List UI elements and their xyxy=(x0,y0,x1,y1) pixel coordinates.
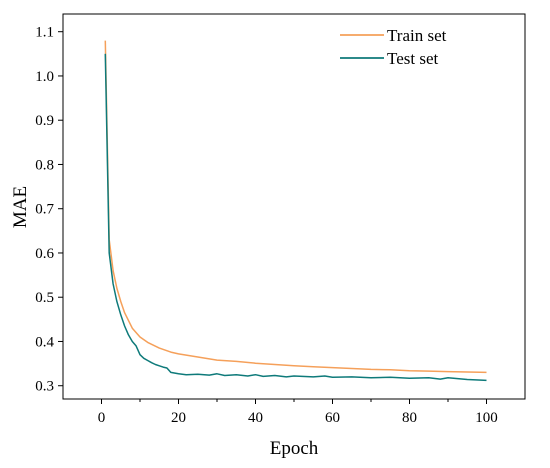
x-axis-label: Epoch xyxy=(270,438,319,459)
y-tick-label: 0.3 xyxy=(35,379,54,395)
legend-label-train-set: Train set xyxy=(387,26,447,45)
y-tick-label: 0.9 xyxy=(35,113,54,129)
y-tick-label: 0.6 xyxy=(35,246,54,262)
x-tick-label: 60 xyxy=(325,410,340,426)
y-tick-label: 0.4 xyxy=(35,334,54,350)
x-tick-label: 100 xyxy=(475,410,498,426)
y-tick-label: 0.7 xyxy=(35,202,54,218)
y-axis-ticks: 0.3 0.4 0.5 0.6 0.7 0.8 0.9 1.0 1.1 xyxy=(35,25,63,395)
y-tick-label: 0.5 xyxy=(35,290,54,306)
x-tick-label: 40 xyxy=(248,410,263,426)
y-tick-label: 0.8 xyxy=(35,157,54,173)
x-axis-ticks: 0 20 40 60 80 100 xyxy=(98,399,498,426)
y-tick-label: 1.1 xyxy=(35,25,54,41)
x-tick-label: 0 xyxy=(98,410,106,426)
series-line-train-set xyxy=(104,40,487,374)
x-tick-label: 20 xyxy=(171,410,186,426)
y-tick-label: 1.0 xyxy=(35,69,54,85)
y-axis-label: MAE xyxy=(10,186,31,228)
x-tick-label: 80 xyxy=(402,410,417,426)
series-line-test-set xyxy=(104,53,487,382)
series-layer xyxy=(104,40,487,382)
legend-label-test-set: Test set xyxy=(387,49,438,68)
legend: Train set Test set xyxy=(340,26,447,68)
